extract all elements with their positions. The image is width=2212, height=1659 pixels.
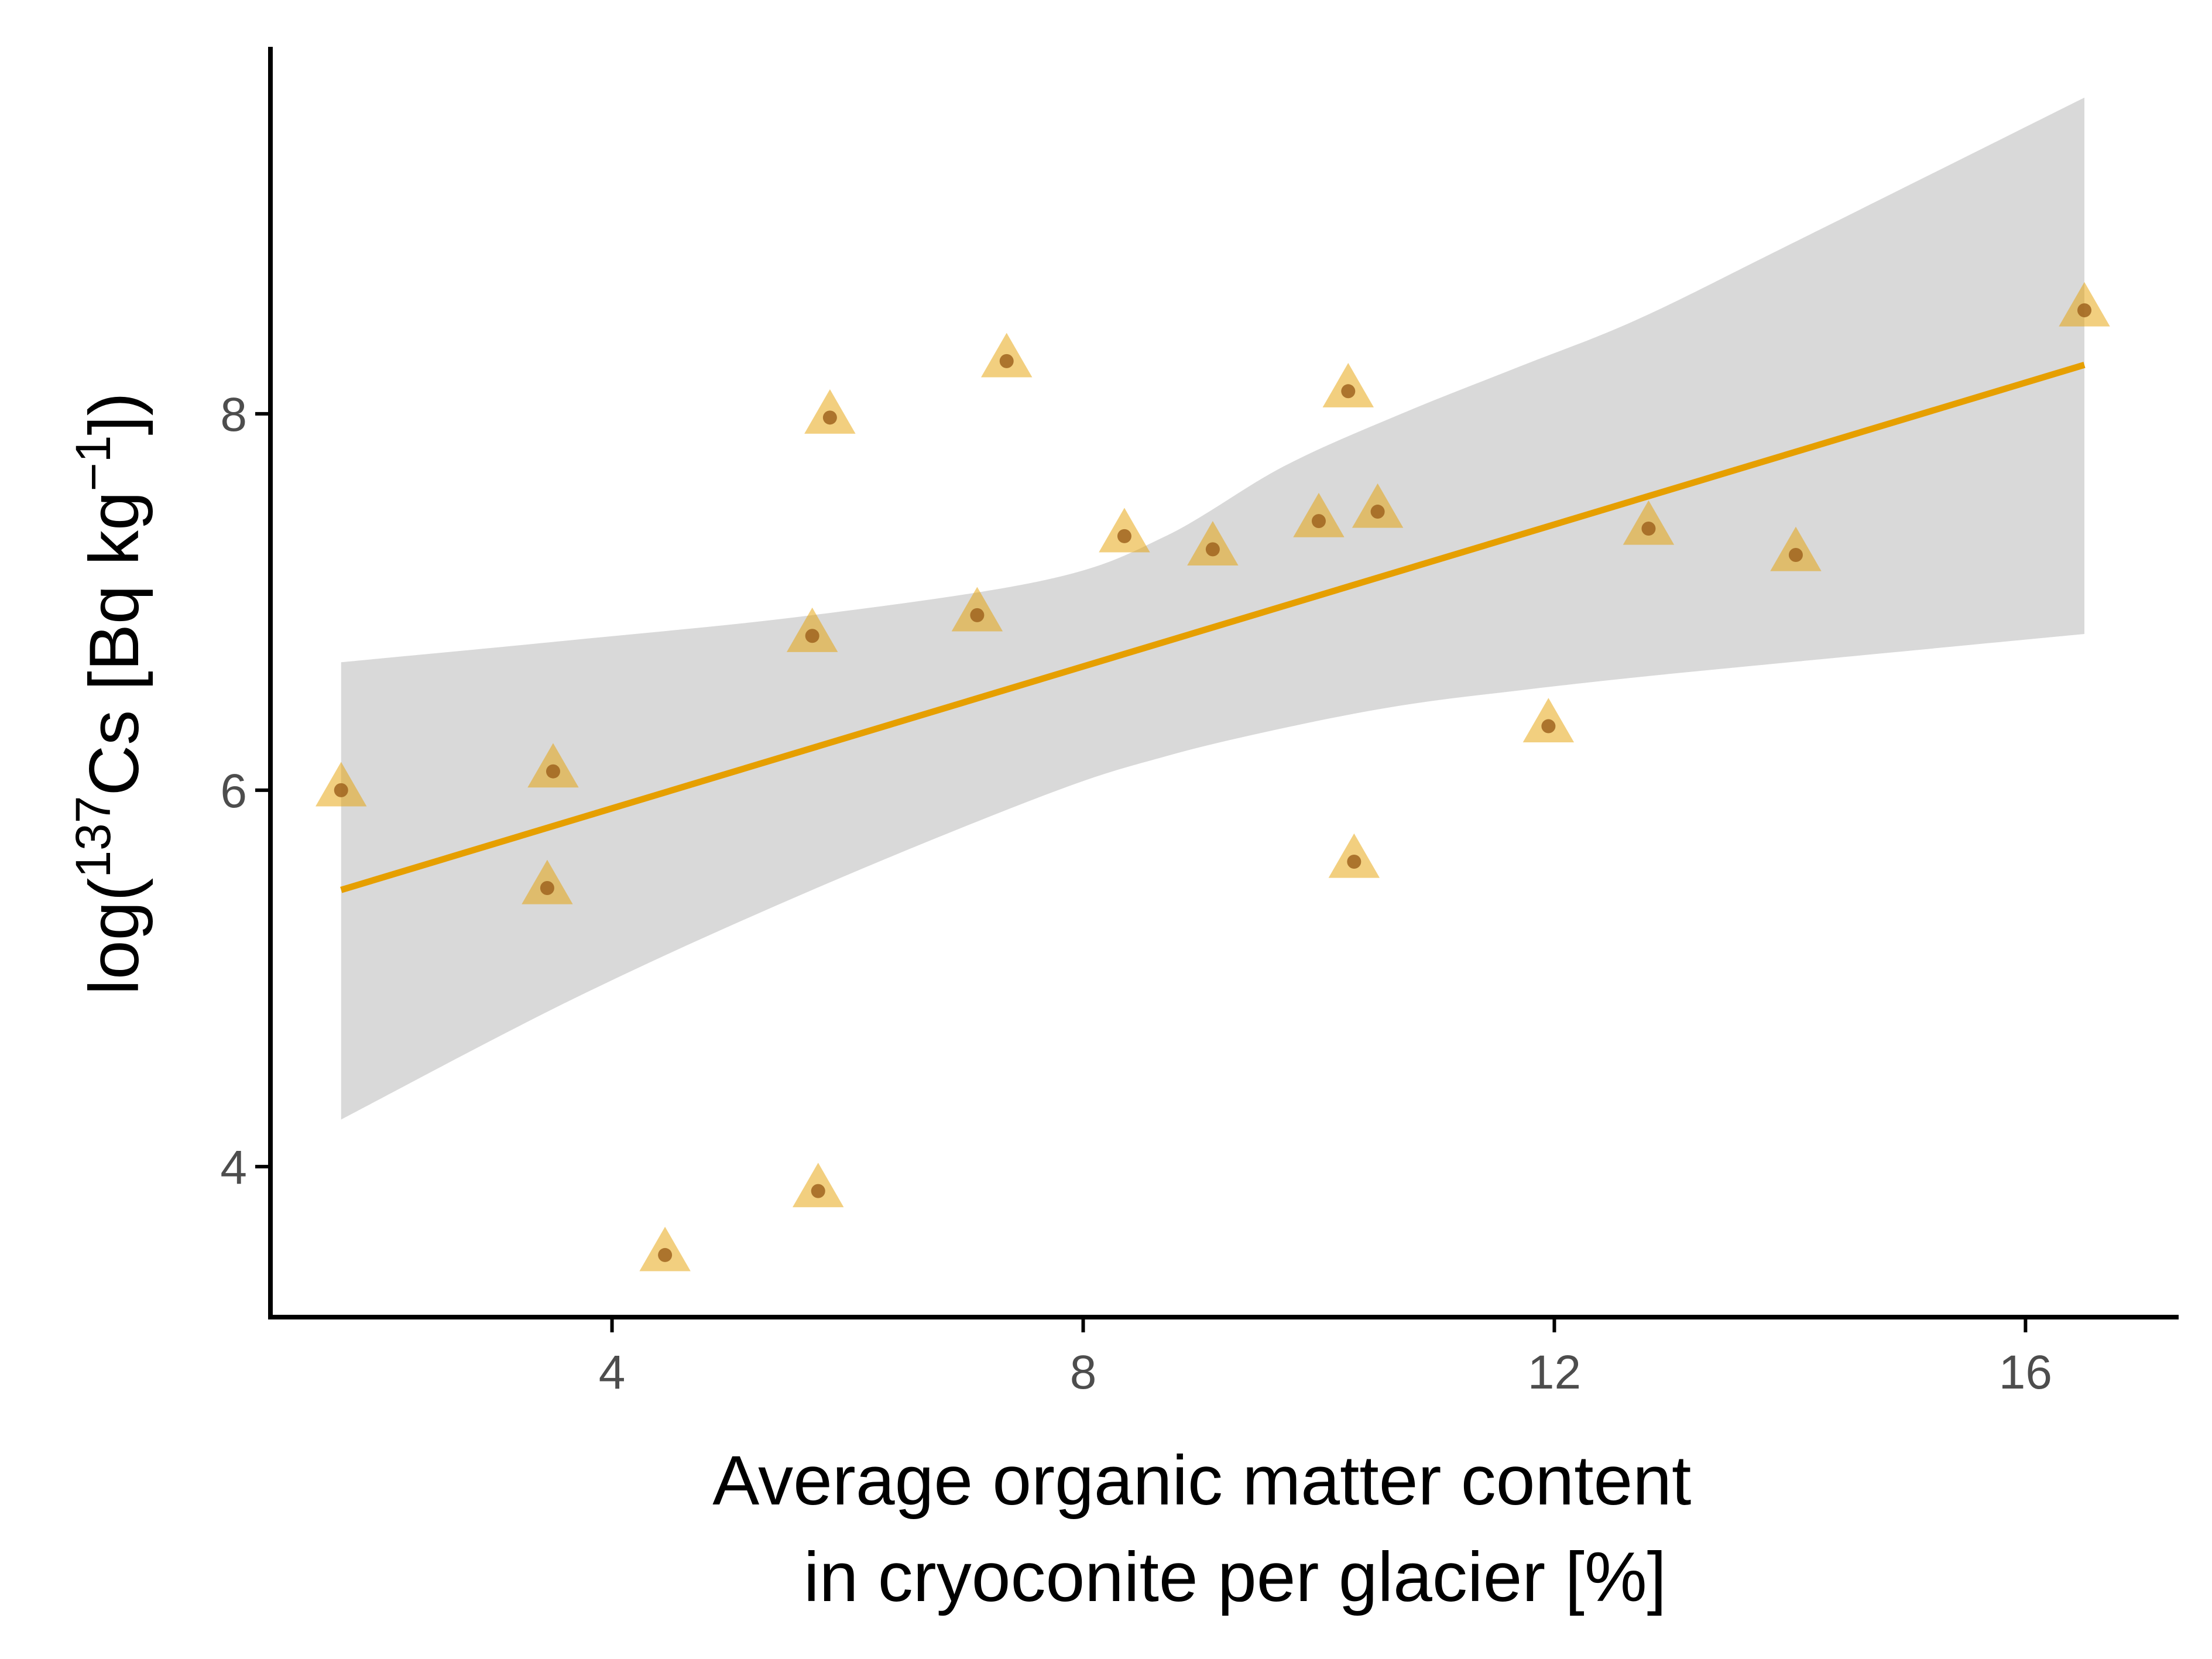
point-dot-marker	[1311, 514, 1326, 529]
point-dot-marker	[540, 881, 554, 896]
data-point	[804, 389, 856, 434]
axes: 4 8 12 16 4 6 8	[220, 47, 2179, 1399]
point-dot-marker	[822, 410, 837, 425]
data-point	[639, 1226, 691, 1271]
point-dot-marker	[1341, 384, 1356, 399]
y-tick-label: 6	[220, 765, 247, 818]
confidence-ribbon	[341, 97, 2085, 1120]
point-dot-marker	[1117, 529, 1131, 543]
y-axis-title-sup-137: 137	[66, 796, 121, 878]
plot-area	[315, 97, 2110, 1271]
x-tick-label: 12	[1528, 1346, 1581, 1399]
x-tick-label: 4	[599, 1346, 626, 1399]
point-dot-marker	[2077, 303, 2092, 318]
data-point	[1187, 521, 1239, 565]
data-point	[951, 587, 1003, 632]
point-dot-marker	[999, 354, 1014, 368]
data-point	[1352, 483, 1404, 528]
data-point	[793, 1163, 844, 1208]
point-dot-marker	[334, 783, 348, 797]
x-axis-title-line-2: in cryoconite per glacier [%]	[804, 1538, 1666, 1616]
y-axis-title-prefix: log(	[75, 878, 153, 995]
y-tick-label: 8	[220, 388, 247, 441]
y-axis-title-suffix: ])	[75, 392, 153, 435]
y-axis-title: log(137Cs [Bq kg−1])	[66, 392, 153, 995]
y-axis-title-sup-minus1: −1	[66, 436, 121, 492]
data-point	[522, 859, 573, 904]
point-dot-marker	[546, 764, 560, 779]
point-dot-marker	[658, 1247, 673, 1262]
data-point	[315, 762, 367, 807]
fit-line	[340, 362, 2086, 893]
data-point	[1623, 500, 1675, 545]
data-point	[1328, 833, 1380, 878]
point-dot-marker	[1370, 505, 1385, 519]
point-dot-marker	[1541, 719, 1556, 733]
y-tick-label: 4	[220, 1141, 247, 1194]
point-dot-marker	[1641, 521, 1656, 536]
point-dot-marker	[811, 1184, 825, 1198]
data-point	[1322, 363, 1374, 407]
point-dot-marker	[1788, 548, 1803, 562]
data-point	[981, 333, 1033, 378]
data-point	[1099, 508, 1150, 553]
data-point	[527, 743, 579, 788]
data-point	[2059, 282, 2110, 327]
data-point	[1522, 698, 1575, 743]
data-point	[1770, 526, 1822, 571]
point-dot-marker	[805, 629, 819, 643]
point-dot-marker	[970, 608, 985, 622]
point-dot-marker	[1347, 855, 1362, 869]
y-axis-title-mid: Cs [Bq kg	[75, 491, 153, 796]
x-tick-label: 8	[1070, 1346, 1097, 1399]
data-point	[786, 607, 838, 652]
x-tick-label: 16	[1999, 1346, 2052, 1399]
data-point	[1293, 492, 1345, 537]
x-axis-title: Average organic matter content in cryoco…	[712, 1441, 1710, 1616]
point-dot-marker	[1205, 542, 1220, 557]
x-axis-title-line-1: Average organic matter content	[712, 1441, 1691, 1520]
